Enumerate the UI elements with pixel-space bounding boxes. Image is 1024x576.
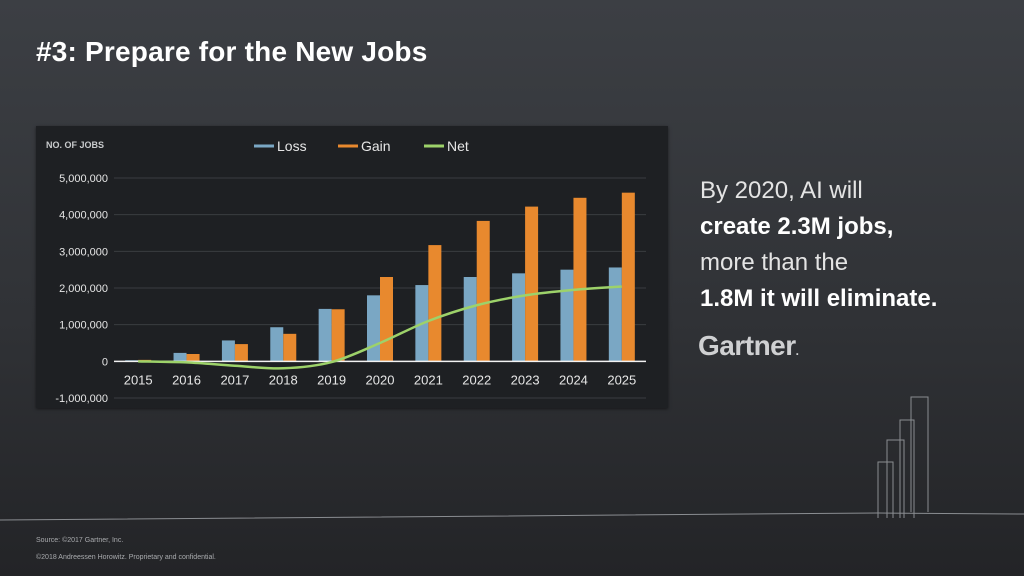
x-tick-label: 2024 (559, 372, 588, 387)
callout-text: By 2020, AI will create 2.3M jobs, more … (700, 173, 1000, 317)
y-tick-label: 5,000,000 (59, 173, 108, 185)
bar-gain-2018 (283, 333, 297, 362)
bar-gain-2025 (621, 192, 635, 362)
callout-line-3: more than the (700, 249, 849, 276)
x-tick-label: 2016 (172, 372, 201, 387)
callout-line-4: 1.8M it will eliminate. (700, 285, 938, 312)
net-line (138, 285, 622, 370)
bar-loss-2024 (560, 269, 574, 362)
bar-loss-2022 (463, 277, 477, 362)
x-tick-label: 2025 (607, 372, 636, 387)
skyline-decoration (0, 396, 1024, 521)
bar-gain-2016 (186, 354, 200, 362)
chart-bars (125, 192, 635, 362)
chart-axes: NO. OF JOBS 5,000,000 4,000,000 3,000,000 2,… (46, 140, 646, 405)
x-tick-label: 2015 (124, 372, 153, 387)
jobs-chart: NO. OF JOBS 5,000,000 4,000,000 3,000,000 2,… (46, 138, 646, 405)
bar-loss-2025 (608, 267, 622, 362)
y-tick-label: 4,000,000 (59, 210, 108, 222)
gartner-logo-mark: . (795, 344, 799, 358)
source-note: Source: ©2017 Gartner, Inc. (36, 537, 124, 544)
bar-gain-2020 (380, 277, 393, 362)
legend-label-gain: Gain (361, 138, 391, 154)
y-tick-label: 3,000,000 (59, 246, 108, 258)
x-tick-label: 2017 (220, 372, 249, 387)
y-tick-label: 2,000,000 (59, 283, 108, 295)
callout-line-1: By 2020, AI will (700, 177, 863, 204)
bar-loss-2023 (512, 273, 526, 362)
chart-net-line (138, 285, 622, 370)
bar-gain-2022 (476, 220, 490, 362)
x-tick-label: 2019 (317, 372, 346, 387)
bar-loss-2018 (270, 327, 284, 362)
bar-gain-2023 (525, 206, 539, 362)
jobs-chart-panel: NO. OF JOBS 5,000,000 4,000,000 3,000,000 2,… (36, 126, 668, 408)
bar-gain-2024 (573, 197, 587, 362)
bar-gain-2017 (234, 344, 248, 362)
x-tick-label: 2018 (269, 372, 298, 387)
bar-loss-2019 (318, 308, 332, 362)
legend-label-loss: Loss (277, 138, 307, 154)
x-tick-label: 2023 (511, 372, 540, 387)
gartner-logo-text: Gartner (698, 330, 796, 361)
legend-label-net: Net (447, 138, 469, 154)
gartner-logo: Gartner. (698, 330, 799, 362)
bar-gain-2019 (331, 309, 345, 362)
slide-title: #3: Prepare for the New Jobs (36, 36, 428, 67)
y-tick-label: 1,000,000 (59, 320, 108, 332)
x-tick-label: 2021 (414, 372, 443, 387)
bar-gain-2021 (428, 245, 442, 362)
bar-loss-2016 (173, 352, 187, 362)
y-tick-label: -1,000,000 (55, 393, 108, 405)
bar-loss-2017 (221, 340, 235, 362)
y-axis-label: NO. OF JOBS (46, 140, 104, 150)
x-tick-label: 2020 (366, 372, 395, 387)
callout-line-2: create 2.3M jobs, (700, 213, 894, 240)
bar-loss-2020 (367, 295, 380, 362)
chart-legend: Loss Gain Net (254, 138, 469, 154)
y-tick-label: 0 (102, 356, 108, 368)
x-tick-label: 2022 (462, 372, 491, 387)
copyright-note: ©2018 Andreessen Horowitz. Proprietary a… (36, 554, 216, 561)
